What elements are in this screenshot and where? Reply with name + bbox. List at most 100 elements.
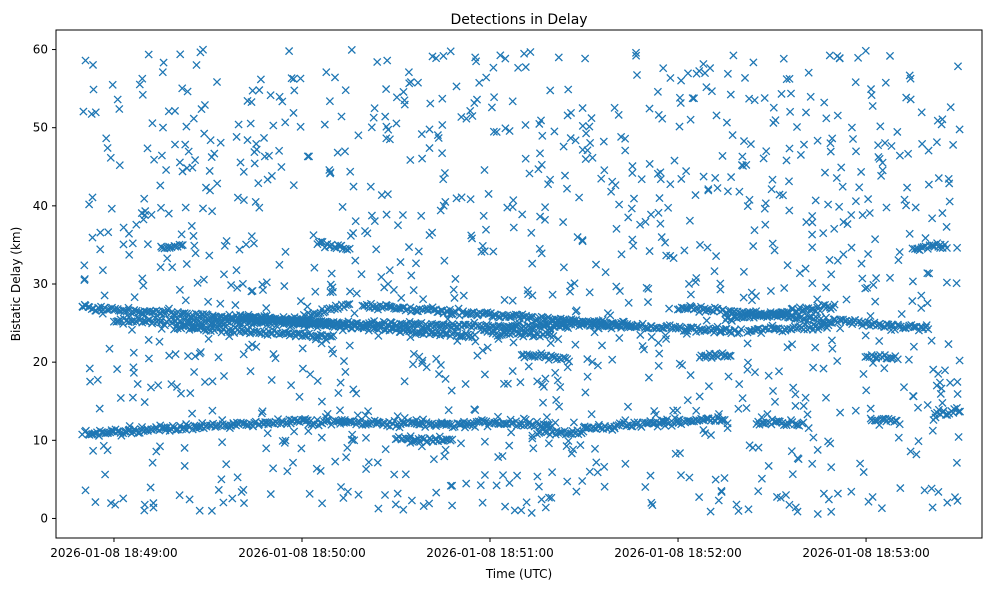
detection-point (449, 285, 458, 294)
detection-point (406, 432, 415, 441)
detection-point (250, 159, 259, 168)
scatter-marks (78, 45, 965, 519)
detection-point (392, 119, 401, 128)
detection-point (418, 356, 427, 365)
detection-point (526, 47, 535, 57)
detection-point (364, 419, 373, 428)
detection-point (770, 311, 779, 320)
detection-point (229, 419, 238, 428)
detection-point (455, 419, 465, 428)
detection-point (508, 97, 517, 106)
detection-point (488, 311, 497, 321)
detection-point (425, 499, 434, 508)
detection-point (804, 424, 813, 433)
detection-point (835, 54, 844, 63)
detection-point (349, 229, 358, 238)
detection-point (586, 138, 595, 147)
detection-point (239, 485, 248, 494)
detection-point (267, 171, 276, 180)
detection-point (405, 79, 414, 88)
detection-point (472, 57, 481, 66)
detection-point (801, 264, 810, 273)
detection-point (255, 203, 264, 212)
detection-point (955, 125, 964, 134)
detection-point (419, 502, 428, 511)
detection-point (177, 230, 186, 239)
detection-point (788, 470, 797, 479)
detection-point (328, 283, 337, 292)
detection-point (393, 489, 402, 498)
detection-point (157, 324, 166, 333)
detection-point (861, 331, 870, 340)
detection-point (714, 496, 723, 505)
detection-point (531, 315, 540, 325)
detection-point (349, 385, 358, 394)
detection-point (538, 320, 548, 329)
detection-point (193, 278, 202, 287)
detection-point (639, 345, 649, 354)
detection-point (364, 407, 373, 416)
detection-point (944, 174, 953, 183)
detection-point (735, 187, 744, 196)
detection-point (801, 108, 811, 117)
detection-point (434, 133, 443, 143)
detection-point (433, 131, 442, 140)
detection-point (262, 311, 271, 320)
detection-point (953, 377, 962, 386)
detection-point (905, 229, 914, 238)
detection-point (105, 344, 114, 353)
detection-point (659, 64, 668, 73)
detection-point (406, 155, 415, 165)
detection-point (539, 382, 548, 391)
detection-point (695, 493, 704, 502)
detection-point (843, 220, 852, 229)
detection-point (462, 479, 471, 488)
detection-point (208, 406, 217, 415)
detection-point (162, 165, 171, 175)
detection-point (361, 411, 370, 420)
detection-point (675, 93, 684, 102)
detection-point (484, 189, 493, 198)
detection-point (401, 470, 410, 479)
detection-point (632, 51, 641, 60)
detection-point (317, 397, 326, 406)
detection-point (535, 149, 545, 158)
detection-point (647, 498, 656, 507)
detection-point (309, 231, 318, 240)
detection-point (563, 363, 572, 372)
detection-point (614, 110, 623, 119)
detection-point (178, 240, 187, 250)
detection-point (213, 323, 223, 332)
detection-point (743, 339, 752, 348)
detection-point (615, 200, 624, 209)
detection-point (100, 291, 109, 300)
detection-point (201, 183, 211, 192)
detection-point (566, 134, 575, 143)
detection-point (312, 464, 321, 473)
detection-point (801, 320, 810, 329)
detection-point (380, 490, 390, 500)
detection-point (580, 422, 589, 431)
detection-point (684, 279, 694, 288)
detection-point (480, 370, 489, 379)
detection-point (525, 169, 534, 178)
detection-point (393, 221, 403, 230)
detection-point (78, 303, 87, 312)
detection-point (934, 174, 943, 183)
detection-point (181, 140, 190, 149)
detection-point (932, 381, 941, 390)
detection-point (146, 383, 156, 392)
detection-point (374, 504, 383, 513)
detection-point (909, 342, 918, 351)
detection-point (438, 94, 447, 103)
detection-point (621, 459, 630, 468)
detection-point (585, 467, 594, 476)
detection-point (588, 153, 597, 162)
detection-point (759, 154, 768, 163)
detection-point (548, 290, 557, 299)
detection-point (164, 209, 173, 218)
detection-point (448, 501, 457, 510)
detection-point (156, 263, 165, 272)
detection-point (950, 404, 959, 414)
